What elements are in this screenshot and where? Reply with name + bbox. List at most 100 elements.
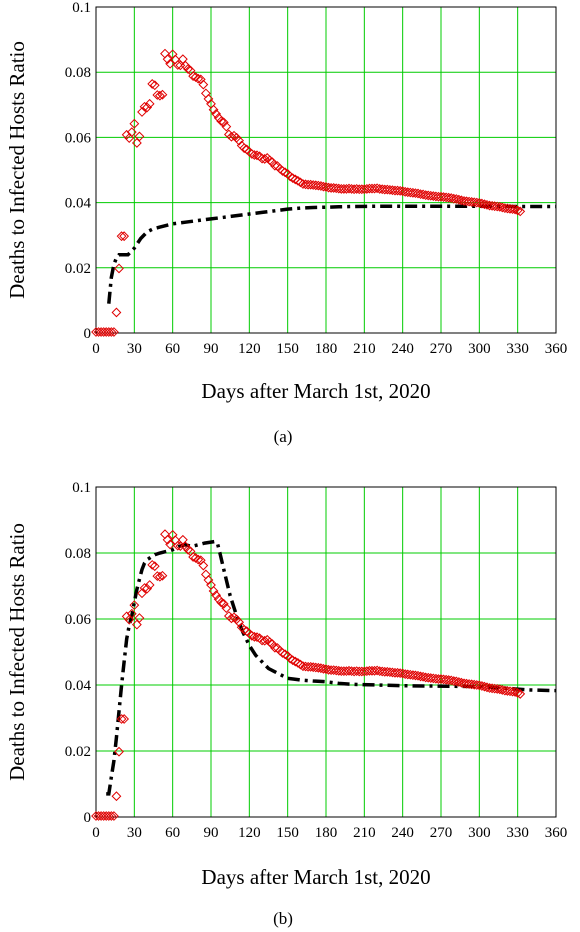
y-tick-label: 0.08: [65, 65, 91, 81]
data-point-diamond: [453, 677, 464, 687]
data-point-diamond: [267, 157, 278, 168]
data-point-diamond: [131, 619, 142, 630]
x-tick-label: 330: [506, 341, 529, 357]
data-point-diamond: [108, 327, 119, 337]
chart-panel-a: 0 30 60 90 120 150 180 210 240 270 300 330 360 0 0.02 0…: [5, 0, 567, 446]
x-axis-label: Days after March 1st, 2020: [201, 379, 430, 403]
data-point-diamond: [190, 553, 201, 563]
data-point-diamond: [356, 666, 367, 677]
data-point-diamond: [234, 617, 245, 628]
x-tick-label: 180: [315, 825, 338, 841]
data-point-diamond: [165, 539, 176, 550]
data-point-diamond: [257, 635, 268, 646]
data-point-diamond: [116, 231, 127, 242]
x-tick-label: 360: [545, 825, 568, 841]
data-point-diamond: [239, 624, 250, 635]
data-point-diamond: [510, 687, 521, 697]
data-point-diamond: [249, 631, 260, 642]
x-tick-label: 270: [430, 825, 453, 841]
y-axis-label: Deaths to Infected Hosts Ratio: [5, 523, 29, 781]
data-point-diamond: [114, 263, 124, 274]
data-point-diamond: [131, 138, 142, 148]
data-point-diamond: [160, 529, 170, 540]
data-point-diamond: [295, 177, 306, 188]
chart-panel-b: 0 30 60 90 120 150 180 210 240 270 300 330 360 0 0.02 0…: [5, 480, 567, 928]
data-point-diamond: [507, 204, 518, 215]
data-point-diamond: [290, 174, 301, 185]
data-point-diamond: [213, 594, 224, 605]
data-point-diamond: [211, 109, 222, 119]
panel-caption: (a): [274, 427, 293, 446]
data-point-diamond: [177, 534, 188, 545]
data-point-diamond: [494, 201, 505, 212]
data-point-diamond: [154, 90, 165, 101]
data-point-diamond: [290, 656, 301, 667]
x-tick-label: 90: [204, 825, 219, 841]
y-tick-label: 0: [84, 326, 92, 342]
x-tick-label: 240: [391, 825, 414, 841]
x-tick-label: 240: [391, 341, 414, 357]
data-point-diamond: [361, 666, 372, 677]
data-point-diamond: [198, 79, 209, 90]
x-tick-label: 30: [127, 341, 142, 357]
data-point-diamond: [172, 60, 183, 70]
y-axis-label: Deaths to Infected Hosts Ratio: [5, 41, 29, 299]
data-point-diamond: [154, 571, 165, 582]
data-point-diamond: [208, 104, 219, 115]
data-point-diamond: [356, 184, 367, 195]
x-tick-label: 60: [165, 341, 180, 357]
data-point-diamond: [144, 98, 155, 109]
data-point-diamond: [221, 603, 232, 614]
data-point-diamond: [160, 48, 170, 59]
y-tick-label: 0.1: [72, 480, 91, 496]
x-tick-label: 330: [506, 825, 529, 841]
data-point-diamond: [259, 154, 270, 164]
series-model-line: [106, 539, 556, 796]
data-point-diamond: [259, 635, 270, 646]
data-point-diamond: [257, 153, 268, 164]
data-point-diamond: [152, 90, 163, 100]
data-point-diamond: [252, 150, 262, 161]
data-point-diamond: [111, 791, 122, 802]
data-point-diamond: [147, 559, 158, 570]
data-point-diamond: [193, 554, 204, 565]
data-point-diamond: [269, 160, 280, 171]
data-point-diamond: [338, 666, 349, 677]
data-point-diamond: [157, 570, 168, 581]
data-point-diamond: [183, 64, 193, 74]
data-point-diamond: [172, 540, 183, 551]
data-point-diamond: [198, 560, 209, 571]
data-point-diamond: [129, 118, 140, 129]
data-point-diamond: [474, 680, 485, 691]
data-point-diamond: [203, 575, 214, 585]
x-tick-label: 360: [545, 341, 568, 357]
data-point-diamond: [512, 205, 523, 216]
data-point-diamond: [216, 116, 227, 127]
data-point-diamond: [287, 173, 298, 184]
data-point-diamond: [144, 580, 155, 590]
panel-caption: (b): [273, 909, 293, 928]
data-point-diamond: [479, 199, 490, 210]
data-point-diamond: [157, 89, 168, 100]
x-tick-label: 90: [204, 341, 219, 357]
data-point-diamond: [134, 613, 145, 623]
data-point-diamond: [218, 117, 229, 128]
x-tick-label: 150: [276, 341, 299, 357]
y-tick-label: 0.08: [65, 546, 91, 562]
x-tick-label: 270: [430, 341, 453, 357]
series-model-line: [107, 204, 556, 304]
data-point-diamond: [269, 642, 280, 653]
x-tick-label: 0: [92, 825, 100, 841]
data-point-diamond: [295, 659, 306, 670]
data-point-diamond: [280, 167, 291, 178]
data-point-diamond: [367, 665, 377, 676]
x-tick-label: 300: [468, 825, 491, 841]
y-tick-label: 0.02: [65, 261, 91, 277]
data-point-diamond: [203, 94, 214, 104]
data-point-diamond: [367, 183, 377, 194]
data-point-diamond: [149, 80, 160, 91]
data-point-diamond: [216, 597, 227, 608]
data-point-diamond: [218, 598, 229, 609]
data-point-diamond: [165, 58, 176, 69]
